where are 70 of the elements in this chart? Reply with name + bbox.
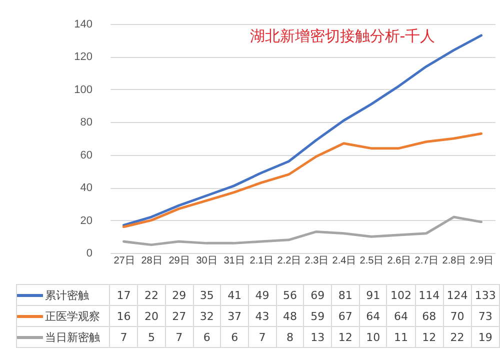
data-label: 22 — [443, 326, 472, 348]
x-tick-label: 2.9日 — [470, 256, 494, 266]
y-tick-label: 100 — [74, 84, 92, 96]
x-tick-label: 29日 — [168, 256, 190, 266]
data-label: 56 — [276, 284, 304, 306]
data-label: 69 — [304, 284, 332, 306]
y-tick-label: 20 — [80, 214, 92, 227]
data-label: 6 — [193, 326, 221, 348]
data-label: 102 — [386, 284, 416, 306]
data-label: 29 — [165, 284, 194, 306]
x-tick-label: 2.7日 — [414, 256, 439, 266]
data-label: 59 — [304, 306, 332, 326]
data-label: 124 — [443, 284, 472, 306]
legend-label: 累计密触 — [16, 284, 110, 306]
data-label: 12 — [415, 326, 444, 348]
data-label: 91 — [359, 284, 387, 306]
y-tick-label: 80 — [80, 116, 92, 129]
data-label: 32 — [193, 306, 221, 326]
data-label: 37 — [220, 306, 248, 326]
data-label: 5 — [138, 326, 166, 348]
data-label: 49 — [248, 284, 276, 306]
x-tick-label: 2.1日 — [250, 256, 274, 266]
data-label: 10 — [359, 326, 387, 348]
data-label: 68 — [415, 306, 444, 326]
legend-label: 正医学观察 — [16, 306, 110, 326]
y-tick-label: 60 — [80, 149, 92, 162]
data-label: 73 — [471, 306, 500, 326]
x-tick-label: 27日 — [114, 256, 135, 266]
data-label: 20 — [138, 306, 166, 326]
data-label: 22 — [138, 284, 166, 306]
data-label: 7 — [165, 326, 194, 348]
line-series — [122, 216, 482, 246]
x-tick-label: 2.8日 — [442, 256, 466, 266]
y-tick-label: 40 — [80, 182, 92, 194]
data-label: 43 — [248, 306, 276, 326]
chart-title: 湖北新增密切接触分析-千人 — [250, 27, 436, 45]
x-tick-label: 2.6日 — [387, 256, 412, 266]
data-label: 67 — [332, 306, 360, 326]
data-label: 16 — [110, 306, 138, 326]
data-label: 35 — [193, 284, 221, 306]
data-label: 48 — [276, 306, 304, 326]
data-label: 12 — [332, 326, 360, 348]
data-label: 7 — [248, 326, 276, 348]
y-tick-label: 140 — [74, 18, 92, 30]
data-label: 11 — [386, 326, 416, 348]
data-label: 81 — [332, 284, 360, 306]
data-label: 19 — [471, 326, 500, 348]
x-tick-label: 28日 — [141, 256, 162, 266]
y-tick-label: 0 — [86, 248, 92, 260]
data-label: 41 — [220, 284, 248, 306]
data-label: 70 — [443, 306, 472, 326]
data-label: 6 — [220, 326, 248, 348]
line-series — [122, 132, 482, 228]
data-label: 133 — [471, 284, 500, 306]
data-label: 27 — [165, 306, 194, 326]
x-tick-label: 2.4日 — [332, 256, 356, 266]
legend-label: 当日新密触 — [16, 326, 110, 348]
data-label: 114 — [415, 284, 444, 306]
data-label: 64 — [386, 306, 416, 326]
data-label: 17 — [110, 284, 138, 306]
x-tick-label: 31日 — [224, 256, 245, 266]
data-label: 7 — [110, 326, 138, 348]
data-label: 64 — [359, 306, 387, 326]
x-tick-label: 2.2日 — [277, 256, 302, 266]
x-tick-label: 30日 — [196, 256, 218, 266]
data-label: 13 — [304, 326, 332, 348]
x-tick-label: 2.3日 — [304, 256, 329, 266]
data-label: 8 — [276, 326, 304, 348]
x-tick-label: 2.5日 — [360, 256, 384, 266]
y-tick-label: 120 — [74, 51, 92, 64]
